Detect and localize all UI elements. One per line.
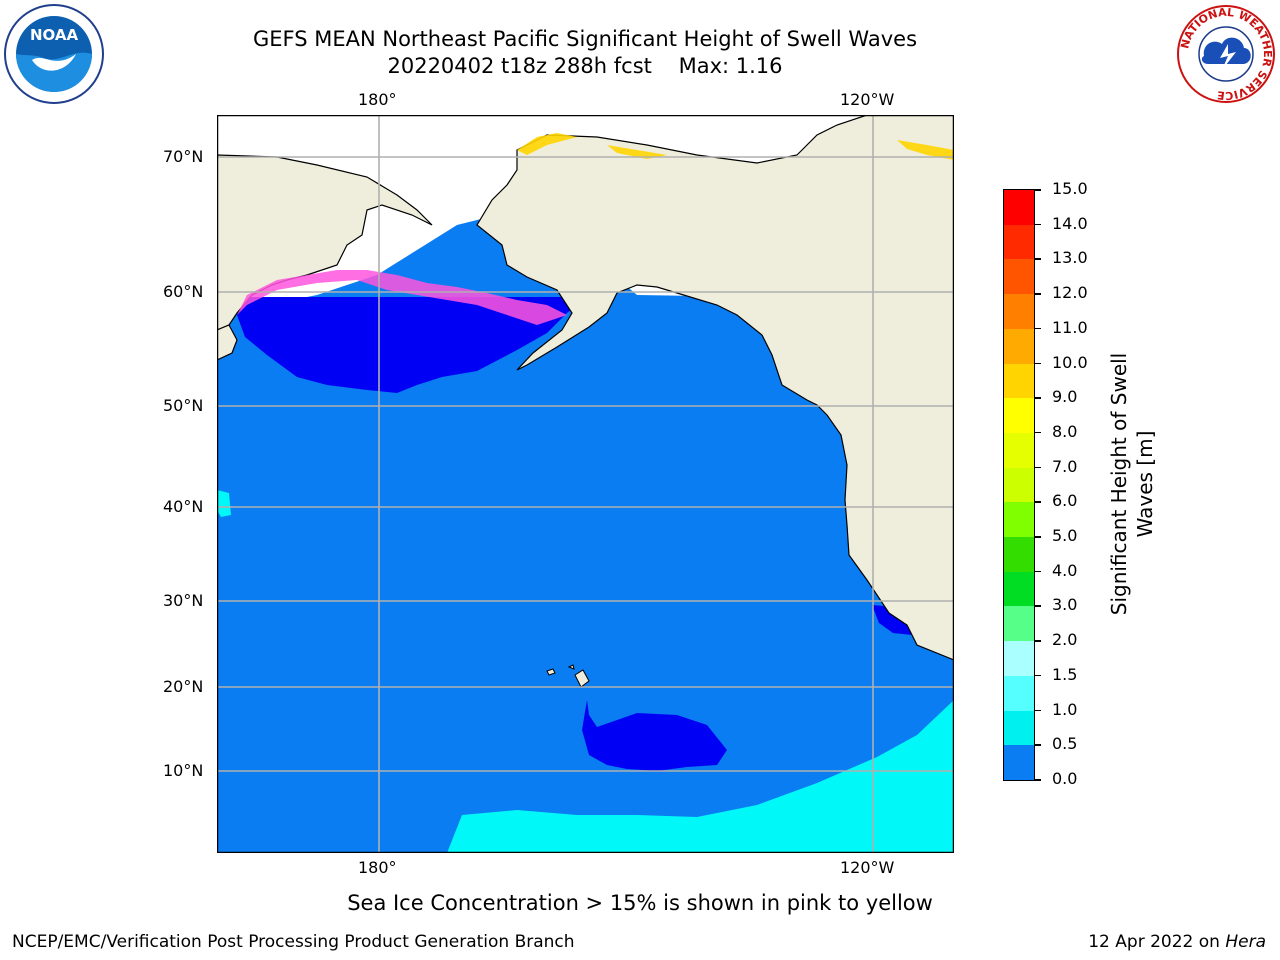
colorbar-swatch <box>1004 190 1034 225</box>
lat-label-30n: 30°N <box>163 591 204 610</box>
colorbar-swatch <box>1004 745 1034 780</box>
lon-label-top-180: 180° <box>358 90 397 109</box>
low-swell-north <box>237 297 587 393</box>
colorbar-tick-label: 9.0 <box>1052 387 1078 407</box>
colorbar-tick <box>1035 327 1041 330</box>
colorbar-title-line1: Significant Height of Swell <box>1107 352 1131 616</box>
hawaii-islands <box>546 664 590 688</box>
north-america-land <box>476 114 955 661</box>
colorbar-tick-label: 1.5 <box>1052 664 1078 684</box>
colorbar-tick-label: 15.0 <box>1052 179 1088 198</box>
nws-logo: NATIONAL WEATHER SERVICE <box>1176 4 1276 104</box>
colorbar-tick-label: 1.0 <box>1052 699 1078 719</box>
colorbar-tick-label: 6.0 <box>1052 491 1078 511</box>
colorbar-tick-label: 0.0 <box>1052 769 1078 788</box>
low-swell-hawaii <box>582 700 727 771</box>
colorbar-tick <box>1035 570 1041 573</box>
sea-ice-note: Sea Ice Concentration > 15% is shown in … <box>0 891 1280 915</box>
colorbar-swatch <box>1004 259 1034 295</box>
lat-label-20n: 20°N <box>163 677 204 696</box>
colorbar-swatch <box>1004 606 1034 642</box>
colorbar-swatch <box>1004 467 1034 503</box>
colorbar-tick-label: 5.0 <box>1052 526 1078 546</box>
colorbar-tick <box>1035 779 1041 781</box>
colorbar-swatch <box>1004 224 1034 260</box>
mid-swell-south <box>447 700 954 853</box>
colorbar-swatch <box>1004 432 1034 468</box>
colorbar-swatch <box>1004 641 1034 676</box>
colorbar-tick-label: 0.5 <box>1052 734 1078 754</box>
footer-credit: NCEP/EMC/Verification Post Processing Pr… <box>12 932 575 952</box>
colorbar-tick-label: 4.0 <box>1052 560 1078 580</box>
colorbar-swatch <box>1004 398 1034 433</box>
colorbar-swatch <box>1004 294 1034 329</box>
colorbar-title-line2: Waves [m] <box>1133 430 1157 538</box>
colorbar-tick-label: 11.0 <box>1052 317 1088 337</box>
swell-height-map <box>216 114 955 854</box>
svg-text:NOAA: NOAA <box>30 26 79 44</box>
colorbar-tick <box>1035 223 1041 226</box>
colorbar-tick <box>1035 640 1041 642</box>
colorbar-tick <box>1035 536 1041 538</box>
colorbar-tick-label: 10.0 <box>1052 352 1088 372</box>
colorbar-swatch <box>1004 710 1034 746</box>
chart-subtitle: 20220402 t18z 288h fcst Max: 1.16 <box>387 54 783 78</box>
chart-title: GEFS MEAN Northeast Pacific Significant … <box>252 27 918 51</box>
colorbar-tick <box>1035 189 1041 191</box>
colorbar-tick-label: 13.0 <box>1052 248 1088 268</box>
colorbar-swatch <box>1004 675 1034 711</box>
lon-label-top-120w: 120°W <box>840 90 895 109</box>
colorbar-tick-label: 12.0 <box>1052 283 1088 303</box>
colorbar-tick <box>1035 293 1041 295</box>
footer-date: 12 Apr 2022 on Hera <box>1088 932 1266 952</box>
colorbar-swatch <box>1004 328 1034 364</box>
colorbar-tick <box>1035 605 1041 607</box>
noaa-logo: NOAA <box>4 4 104 104</box>
lon-label-bottom-120w: 120°W <box>840 858 895 877</box>
sea-ice-fringe <box>237 270 567 325</box>
colorbar-tick <box>1035 397 1041 399</box>
low-swell-baja <box>872 605 917 635</box>
lat-label-10n: 10°N <box>163 761 204 780</box>
colorbar-swatch <box>1004 571 1034 607</box>
lat-label-40n: 40°N <box>163 497 204 516</box>
colorbar-tick <box>1035 258 1041 260</box>
colorbar-swatch <box>1004 537 1034 572</box>
map-panel <box>216 114 955 854</box>
footer-date-text: 12 Apr 2022 on <box>1088 932 1226 952</box>
colorbar-tick-label: 14.0 <box>1052 213 1088 233</box>
lat-label-70n: 70°N <box>163 147 204 166</box>
lon-label-bottom-180: 180° <box>358 858 397 877</box>
sea-ice-arctic <box>517 133 954 160</box>
colorbar-tick <box>1035 674 1041 677</box>
colorbar-tick-label: 2.0 <box>1052 630 1078 650</box>
mid-swell-west <box>217 490 231 517</box>
colorbar-tick <box>1035 362 1041 365</box>
colorbar-tick <box>1035 431 1041 434</box>
footer-host: Hera <box>1225 932 1266 952</box>
map-frame <box>216 114 955 854</box>
colorbar <box>1003 189 1035 781</box>
colorbar-tick-label: 7.0 <box>1052 456 1078 476</box>
graticule <box>217 115 954 853</box>
colorbar-swatch <box>1004 502 1034 538</box>
sea-ice-note-text: Sea Ice Concentration > 15% is shown in … <box>347 891 933 915</box>
colorbar-swatch <box>1004 363 1034 399</box>
colorbar-tick <box>1035 744 1041 746</box>
colorbar-tick <box>1035 466 1041 469</box>
colorbar-tick <box>1035 709 1041 712</box>
lat-label-60n: 60°N <box>163 282 204 301</box>
colorbar-tick-label: 3.0 <box>1052 595 1078 615</box>
colorbar-tick <box>1035 501 1041 503</box>
lat-label-50n: 50°N <box>163 396 204 415</box>
colorbar-tick-label: 8.0 <box>1052 421 1078 441</box>
